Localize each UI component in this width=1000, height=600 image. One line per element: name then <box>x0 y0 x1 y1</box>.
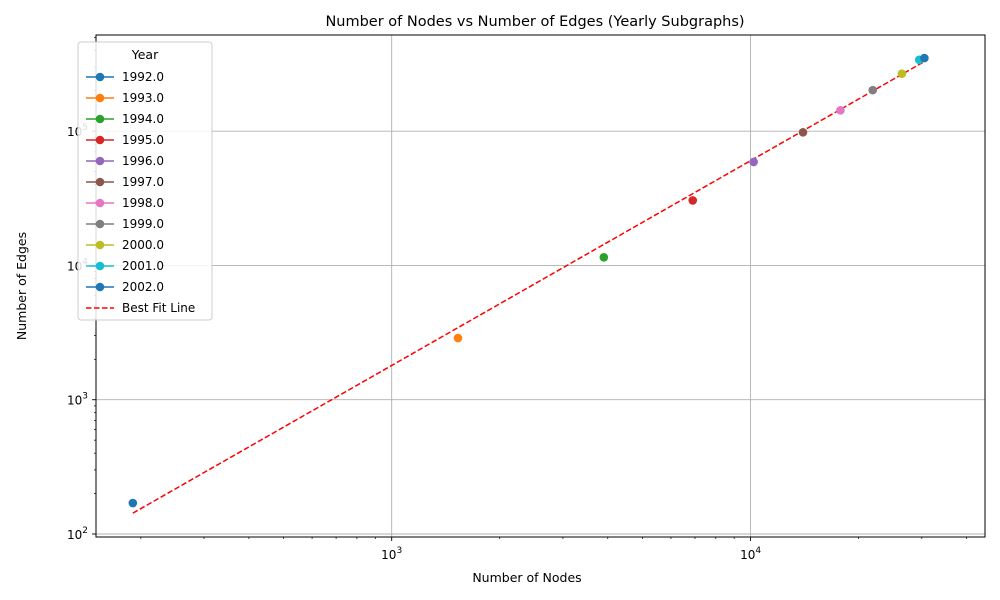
legend-marker <box>95 240 105 250</box>
legend-label: 1995.0 <box>122 133 164 147</box>
data-point <box>868 85 878 95</box>
data-point <box>599 252 609 262</box>
data-point <box>798 128 808 137</box>
legend-marker <box>95 135 105 145</box>
x-axis-ticks: 103 104 <box>140 537 967 562</box>
legend-label: 1992.0 <box>122 70 164 84</box>
legend-label: 1998.0 <box>122 196 164 210</box>
legend-label: 1994.0 <box>122 112 164 126</box>
grid <box>96 35 985 537</box>
data-point <box>128 498 138 508</box>
y-tick-label: 103 <box>67 392 88 408</box>
y-axis-label: Number of Edges <box>14 232 29 340</box>
legend-marker <box>95 114 105 124</box>
legend-marker <box>95 261 105 271</box>
legend-label: 1997.0 <box>122 175 164 189</box>
legend-label: 2001.0 <box>122 259 164 273</box>
data-point <box>897 69 907 78</box>
legend-label: 2000.0 <box>122 238 164 252</box>
legend-marker <box>95 72 105 82</box>
legend-marker <box>95 198 105 208</box>
x-axis-label: Number of Nodes <box>472 570 581 585</box>
legend-marker <box>95 282 105 292</box>
x-tick-label: 103 <box>381 546 402 562</box>
legend-label: 1999.0 <box>122 217 164 231</box>
x-tick-label: 104 <box>740 546 761 562</box>
points-layer <box>128 53 929 508</box>
legend-frame <box>77 41 213 321</box>
data-point <box>920 53 929 63</box>
legend: Year 1992.0 1993.0 1994.0 1995.0 1996.0 1997.0… <box>77 41 213 321</box>
legend-marker <box>95 156 105 166</box>
data-point <box>749 157 758 167</box>
legend-title: Year <box>131 47 159 62</box>
legend-marker <box>95 93 105 103</box>
chart-title: Number of Nodes vs Number of Edges (Year… <box>325 14 744 30</box>
data-point <box>836 105 845 115</box>
legend-label: 1993.0 <box>122 91 164 105</box>
legend-label: 2002.0 <box>122 280 164 294</box>
legend-marker <box>95 219 105 229</box>
legend-marker <box>95 177 105 187</box>
data-point <box>453 333 463 343</box>
legend-label: 1996.0 <box>122 154 164 168</box>
legend-label: Best Fit Line <box>122 301 195 315</box>
data-point <box>688 196 698 205</box>
y-tick-label: 102 <box>67 526 88 542</box>
